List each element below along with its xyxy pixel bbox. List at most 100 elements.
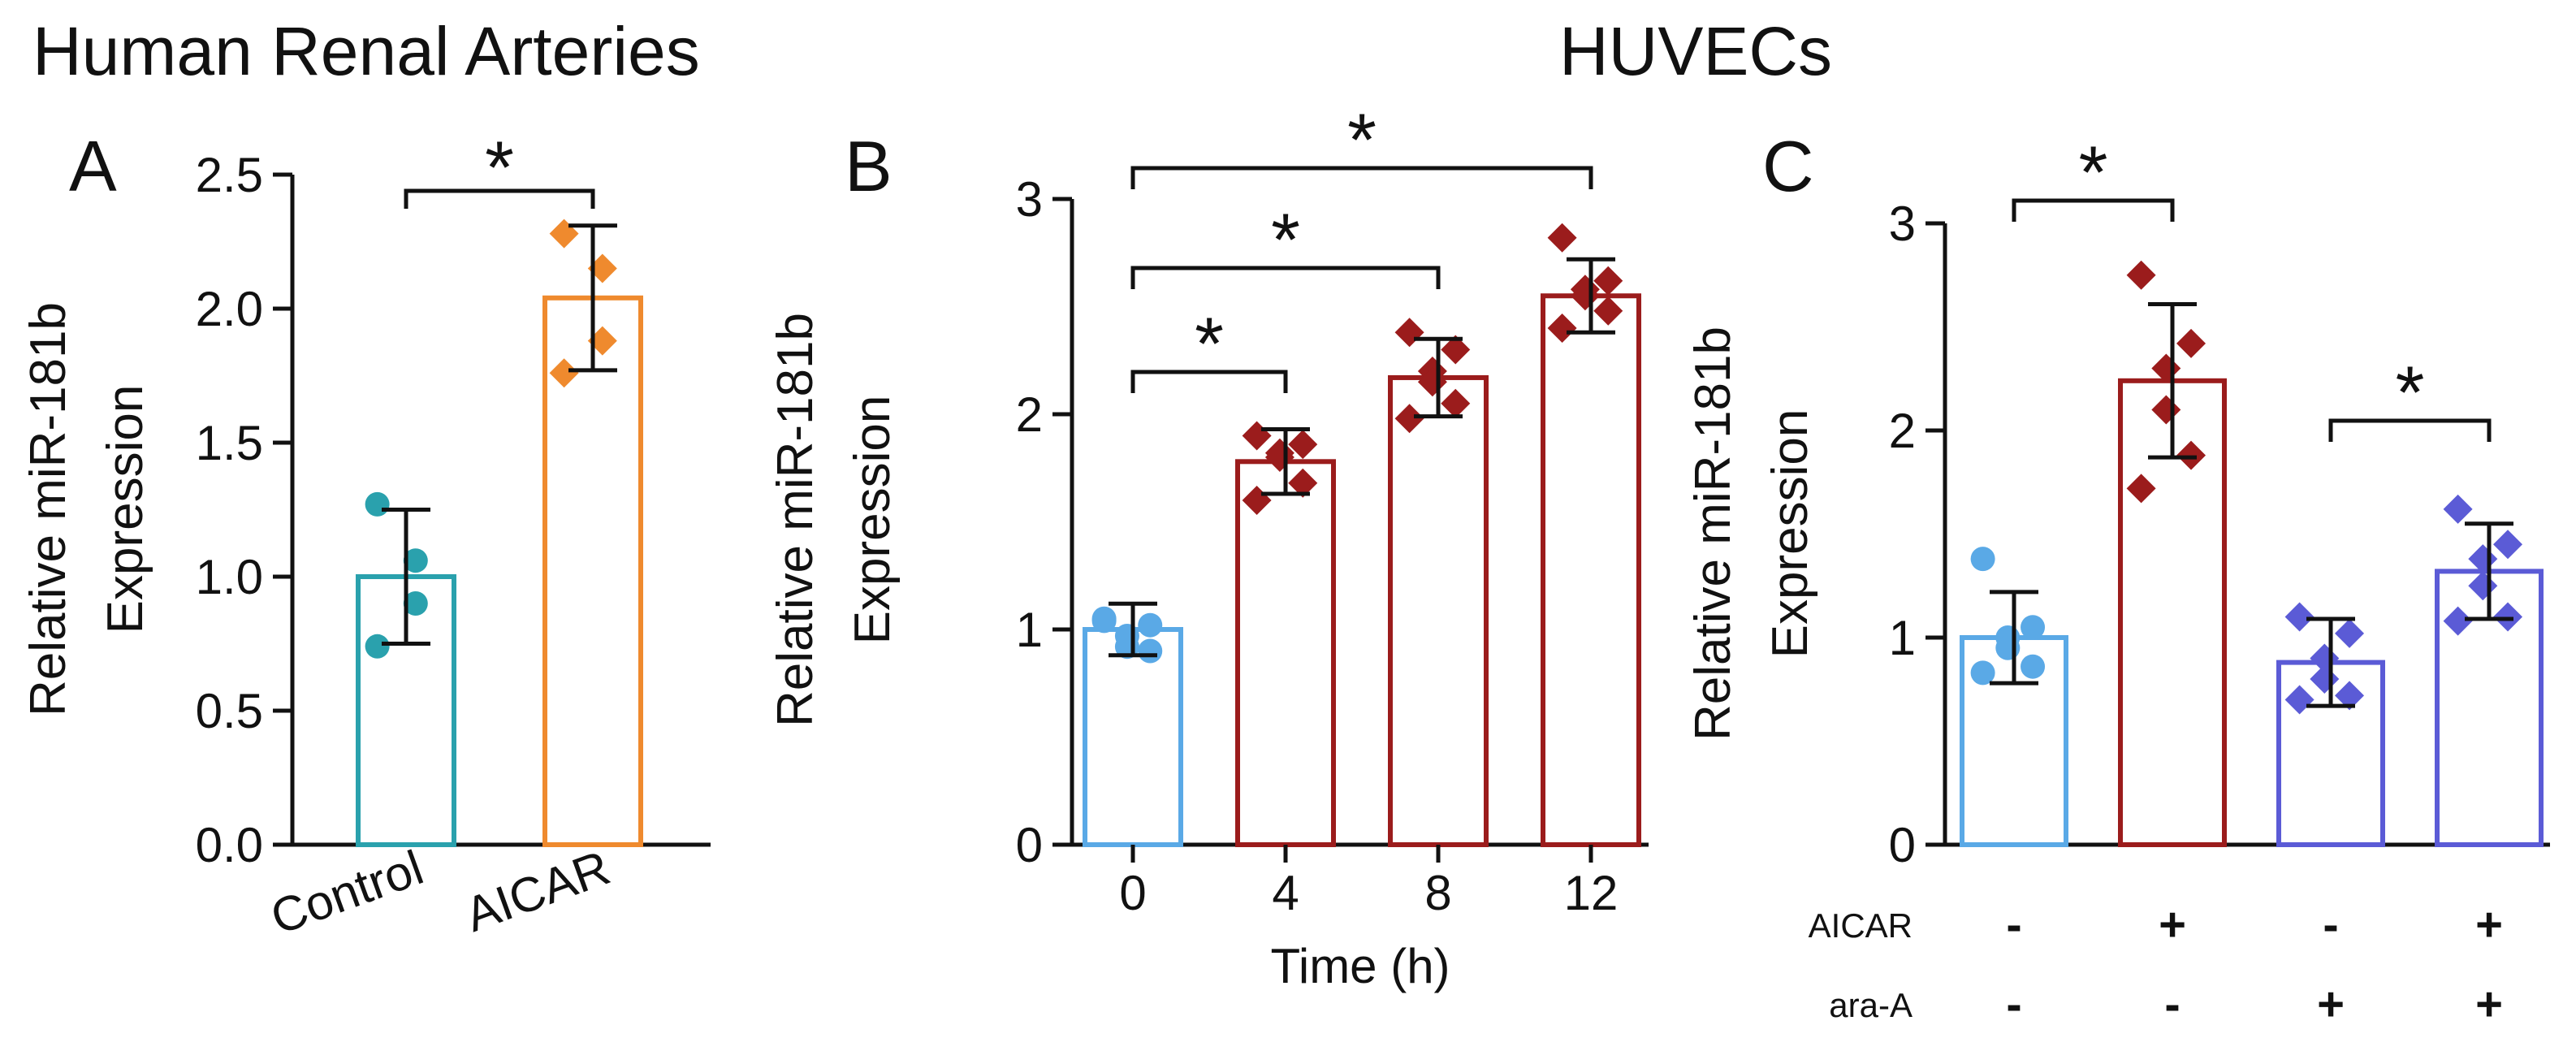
panel-b-label: B (845, 126, 893, 206)
x-tick-label: 4 (1272, 866, 1299, 920)
panel-a-chart: 0.0 0.5 1.0 1.5 2.0 2.5 Relative miR-181b Expre… (20, 127, 711, 945)
condition-sign: - (2323, 898, 2338, 951)
y-tick-label: 3 (1889, 197, 1916, 251)
data-point (2335, 681, 2365, 711)
y-tick-label: 2.5 (196, 148, 263, 202)
y-tick-label: 2 (1016, 387, 1043, 442)
data-point (1394, 318, 1424, 348)
y-tick-label: 0 (1016, 818, 1043, 872)
y-tick-label: 3 (1016, 172, 1043, 227)
data-point (587, 326, 617, 356)
x-tick-label: AICAR (458, 840, 616, 942)
data-point (2284, 602, 2315, 632)
data-point (2443, 606, 2473, 636)
data-point (2021, 615, 2046, 640)
data-point (1138, 612, 1163, 638)
significance-bracket (404, 188, 595, 209)
data-point (1091, 606, 1117, 631)
data-point (549, 218, 579, 249)
condition-sign: - (2006, 898, 2021, 951)
data-point (403, 591, 428, 616)
data-point (2493, 530, 2523, 560)
panel-c-chart: 0 1 2 3 Relative miR-181b Expression AICAR - + - +… (1685, 132, 2550, 1031)
bar (1235, 459, 1336, 847)
data-point (2176, 440, 2206, 470)
condition-sign: + (2317, 978, 2345, 1031)
data-point (1288, 430, 1318, 460)
significance-star: * (1271, 199, 1300, 282)
panel-c-label: C (1762, 126, 1814, 206)
y-axis-label: Relative miR-181b (20, 302, 76, 716)
significance-star: * (1195, 303, 1224, 386)
data-point (549, 358, 579, 388)
x-tick-label: 0 (1119, 866, 1146, 920)
bar (1083, 627, 1183, 847)
data-point (1593, 266, 1623, 296)
y-axis-label: Expression (845, 396, 901, 645)
y-tick-label: 1 (1016, 603, 1043, 657)
y-tick-label: 0 (1889, 818, 1916, 872)
data-point (1394, 404, 1424, 434)
significance-star: * (1347, 99, 1377, 182)
data-point (1970, 547, 1995, 572)
right-figure-title: HUVECs (1559, 13, 1832, 89)
y-tick-label: 0.5 (196, 684, 263, 738)
data-point (1441, 388, 1471, 418)
left-figure-title: Human Renal Arteries (32, 13, 700, 89)
bar (1541, 293, 1641, 847)
data-point (2176, 328, 2206, 358)
bar (1388, 374, 1489, 847)
bar (542, 295, 643, 847)
data-point (2126, 260, 2156, 290)
y-axis-label: Relative miR-181b (1685, 327, 1741, 741)
data-point (587, 253, 617, 283)
y-tick-label: 1.5 (196, 416, 263, 470)
y-axis-label: Expression (97, 385, 153, 634)
data-point (1288, 468, 1318, 498)
condition-sign: + (2475, 898, 2503, 951)
data-point (1138, 638, 1163, 664)
significance-star: * (2079, 132, 2108, 214)
data-point (1547, 223, 1577, 253)
x-axis-label: Time (h) (1270, 939, 1450, 993)
data-point (2021, 654, 2046, 679)
y-tick-label: 1 (1889, 611, 1916, 665)
significance-star: * (2396, 352, 2425, 435)
data-point (2493, 602, 2523, 632)
significance-star: * (485, 127, 514, 210)
condition-sign: + (2159, 898, 2186, 951)
data-point (1242, 421, 1272, 451)
y-tick-label: 2.0 (196, 282, 263, 336)
condition-label: AICAR (1809, 906, 1913, 945)
condition-sign: - (2164, 978, 2180, 1031)
significance-bracket (2012, 198, 2175, 222)
significance-bracket (1130, 266, 1441, 289)
x-tick-label: Control (264, 840, 430, 945)
x-tick-label: 8 (1424, 866, 1451, 920)
data-point (2443, 494, 2473, 524)
x-tick-label: 12 (1564, 866, 1619, 920)
significance-bracket (1130, 166, 1593, 189)
data-point (2126, 474, 2156, 504)
data-point (1970, 660, 1995, 686)
data-point (365, 634, 390, 659)
data-point (365, 491, 390, 517)
panel-a-label: A (69, 126, 117, 206)
condition-sign: + (2475, 978, 2503, 1031)
y-tick-label: 2 (1889, 404, 1916, 458)
data-point (1547, 314, 1577, 343)
data-point (2335, 618, 2365, 648)
data-point (1995, 635, 2021, 660)
y-axis-label: Expression (1762, 409, 1818, 659)
y-tick-label: 1.0 (196, 550, 263, 604)
condition-label: ara-A (1829, 986, 1913, 1024)
data-point (1441, 335, 1471, 365)
y-axis-label: Relative miR-181b (767, 313, 823, 727)
data-point (1593, 296, 1623, 326)
significance-bracket (2328, 418, 2492, 442)
significance-bracket (1130, 370, 1288, 393)
y-tick-label: 0.0 (196, 818, 263, 872)
condition-sign: - (2006, 978, 2021, 1031)
